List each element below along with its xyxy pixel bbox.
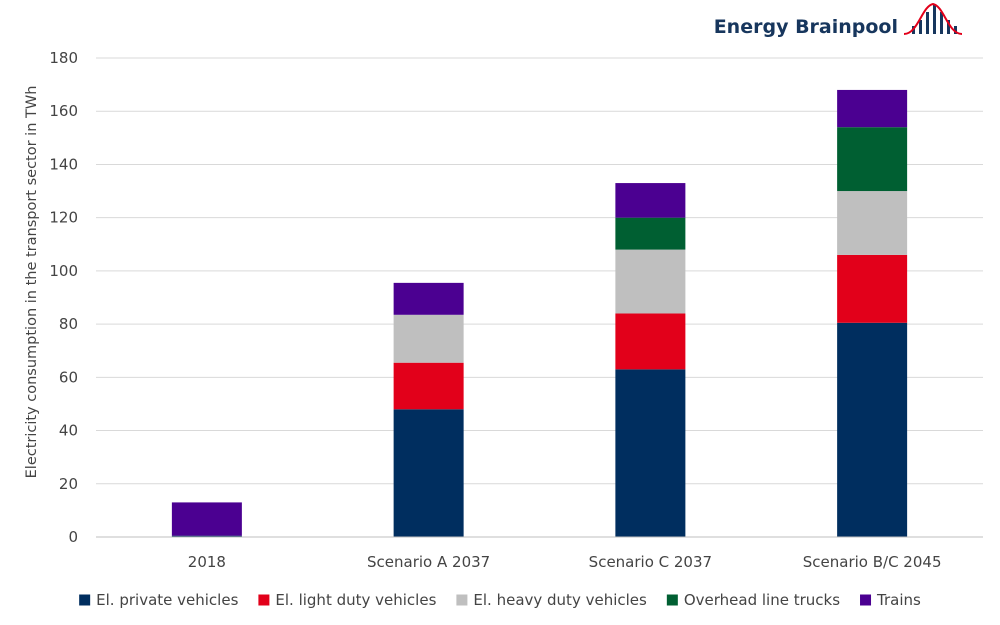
legend-item: El. light duty vehicles bbox=[258, 591, 437, 609]
y-tick-label: 160 bbox=[49, 102, 78, 120]
y-axis-title: Electricity consumption in the transport… bbox=[24, 86, 40, 479]
bar-segment-private bbox=[393, 409, 464, 537]
x-tick-label: 2018 bbox=[188, 553, 226, 571]
logo-bar bbox=[947, 20, 950, 34]
logo-text: Energy Brainpool bbox=[714, 16, 898, 38]
legend-item: El. heavy duty vehicles bbox=[456, 591, 647, 609]
y-tick-label: 0 bbox=[68, 528, 78, 546]
legend: El. private vehicles El. light duty vehic… bbox=[79, 591, 921, 609]
bar-segment-trains bbox=[837, 89, 908, 128]
legend-label: El. light duty vehicles bbox=[275, 591, 436, 609]
x-tick-label: Scenario C 2037 bbox=[589, 553, 712, 571]
logo-bar bbox=[926, 12, 929, 34]
y-axis-ticks: 0 20 40 60 80 100 120 140 160 180 bbox=[49, 49, 78, 546]
legend-item: Overhead line trucks bbox=[666, 591, 840, 609]
bar-segment-overhead bbox=[837, 127, 908, 192]
y-tick-label: 80 bbox=[59, 315, 78, 333]
bar-segment-light bbox=[837, 254, 908, 323]
bar-segment-heavy bbox=[393, 314, 464, 363]
legend-swatch bbox=[456, 594, 468, 606]
bar-segment-heavy bbox=[615, 249, 686, 314]
logo-bar bbox=[940, 12, 943, 34]
bar-segment-heavy bbox=[837, 191, 908, 255]
bar-segment-trains bbox=[393, 282, 464, 315]
legend-swatch bbox=[860, 594, 872, 606]
logo-arc bbox=[903, 2, 963, 35]
x-tick-label: Scenario B/C 2045 bbox=[803, 553, 942, 571]
bar-segment-trains bbox=[171, 502, 242, 536]
bar-segment-overhead bbox=[615, 217, 686, 250]
y-tick-label: 120 bbox=[49, 209, 78, 227]
y-tick-label: 180 bbox=[49, 49, 78, 67]
legend-label: El. heavy duty vehicles bbox=[473, 591, 647, 609]
logo-bell-curve-icon bbox=[903, 2, 963, 35]
legend-item: Trains bbox=[860, 591, 921, 609]
x-axis-ticks: 2018 Scenario A 2037 Scenario C 2037 Scenar… bbox=[188, 553, 942, 571]
y-tick-label: 100 bbox=[49, 262, 78, 280]
x-tick-label: Scenario A 2037 bbox=[367, 553, 490, 571]
bar-segment-light bbox=[393, 362, 464, 410]
y-tick-label: 40 bbox=[59, 422, 78, 440]
legend-label: Trains bbox=[876, 591, 921, 609]
legend-label: El. private vehicles bbox=[96, 591, 238, 609]
gridlines bbox=[96, 57, 983, 485]
bar-segment-private bbox=[171, 535, 242, 537]
bars bbox=[171, 89, 908, 537]
bar-segment-private bbox=[837, 322, 908, 537]
y-tick-label: 20 bbox=[59, 475, 78, 493]
legend-label: Overhead line trucks bbox=[684, 591, 840, 609]
bar-segment-trains bbox=[615, 183, 686, 218]
logo-bar bbox=[933, 4, 936, 34]
bar-segment-light bbox=[615, 313, 686, 370]
legend-swatch bbox=[666, 594, 678, 606]
legend-swatch bbox=[79, 594, 91, 606]
logo-bar bbox=[954, 26, 957, 34]
y-tick-label: 60 bbox=[59, 368, 78, 386]
legend-swatch bbox=[258, 594, 270, 606]
y-tick-label: 140 bbox=[49, 155, 78, 173]
bar-segment-private bbox=[615, 369, 686, 537]
legend-item: El. private vehicles bbox=[79, 591, 239, 609]
energy-brainpool-logo: Energy Brainpool bbox=[714, 2, 963, 38]
logo-bar bbox=[919, 20, 922, 34]
